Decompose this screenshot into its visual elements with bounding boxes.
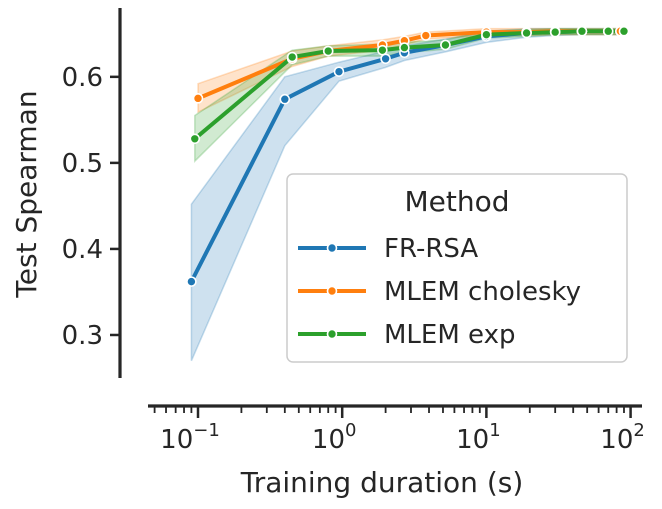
data-point [481, 29, 492, 40]
y-tick-label: 0.4 [62, 235, 103, 265]
x-ticks: 10−1 100 101 102 [153, 406, 645, 455]
data-point [549, 26, 561, 38]
y-ticks: 0.3 0.4 0.5 0.6 [62, 63, 120, 351]
data-point [618, 25, 630, 37]
x-tick-label: 101 [456, 420, 501, 455]
x-axis-label: Training duration (s) [240, 466, 524, 499]
x-tick-label: 102 [600, 420, 645, 455]
legend-swatch-marker [326, 285, 338, 297]
x-tick-label: 10−1 [160, 420, 220, 455]
data-point [192, 93, 204, 104]
data-point [602, 25, 614, 37]
series-markers [186, 25, 630, 287]
legend-entry-label: MLEM cholesky [384, 277, 581, 307]
legend-entries: FR-RSA MLEM cholesky MLEM exp [298, 234, 581, 350]
data-point [279, 93, 291, 105]
data-point [377, 44, 388, 56]
legend-box [286, 173, 628, 363]
data-point [286, 51, 298, 63]
y-tick-label: 0.5 [62, 149, 103, 179]
y-axis-label: Test Spearman [10, 90, 43, 298]
legend: Method FR-RSA MLEM cholesky MLEM exp [286, 173, 628, 363]
data-point [186, 276, 197, 287]
legend-entry-label: FR-RSA [384, 234, 478, 264]
data-point [333, 66, 345, 77]
legend-title: Method [404, 185, 509, 218]
data-point [576, 25, 588, 37]
data-point [380, 53, 391, 65]
data-point [399, 42, 410, 53]
data-point [189, 133, 201, 145]
legend-swatch-marker [326, 242, 338, 254]
y-tick-label: 0.3 [62, 321, 103, 351]
y-tick-label: 0.6 [62, 63, 103, 93]
legend-swatch-marker [326, 328, 338, 340]
data-point [440, 39, 451, 51]
data-point [322, 45, 334, 57]
data-point [521, 27, 532, 39]
data-point [420, 30, 432, 41]
legend-entry-label: MLEM exp [384, 320, 515, 350]
x-tick-label: 100 [312, 420, 357, 455]
